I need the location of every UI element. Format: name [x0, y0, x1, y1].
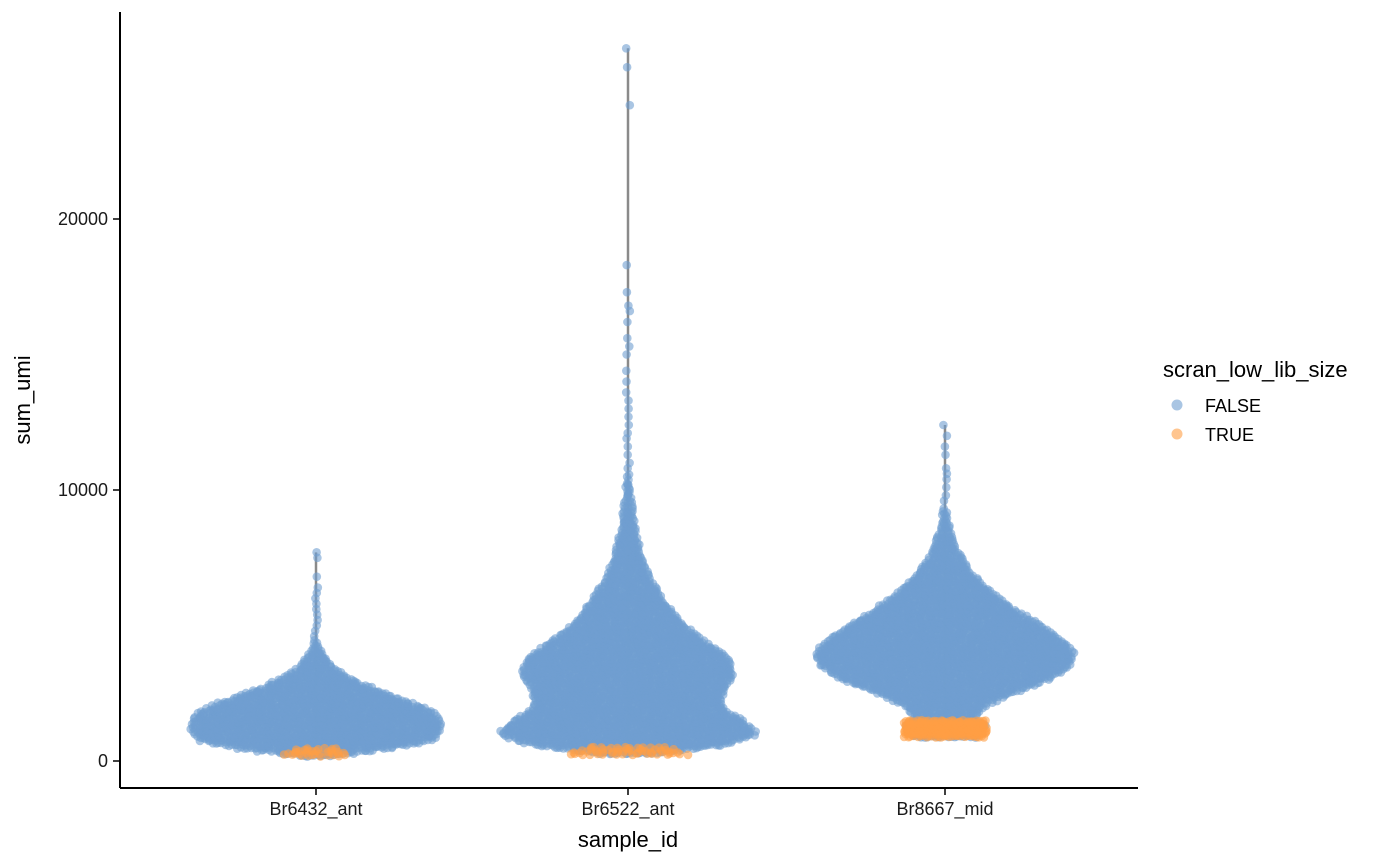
point-false — [313, 583, 323, 592]
point-false — [361, 681, 370, 690]
point-true — [291, 745, 301, 754]
plot-area — [186, 44, 1079, 761]
point-false — [381, 689, 391, 698]
point-false — [312, 572, 322, 581]
point-false — [312, 548, 321, 557]
point-false — [401, 697, 411, 706]
series-Br6522_ant — [496, 44, 760, 760]
point-true — [331, 744, 341, 753]
point-true — [303, 744, 312, 753]
point-false — [393, 694, 403, 703]
series-Br6432_ant — [186, 548, 446, 761]
point-true — [320, 743, 329, 753]
